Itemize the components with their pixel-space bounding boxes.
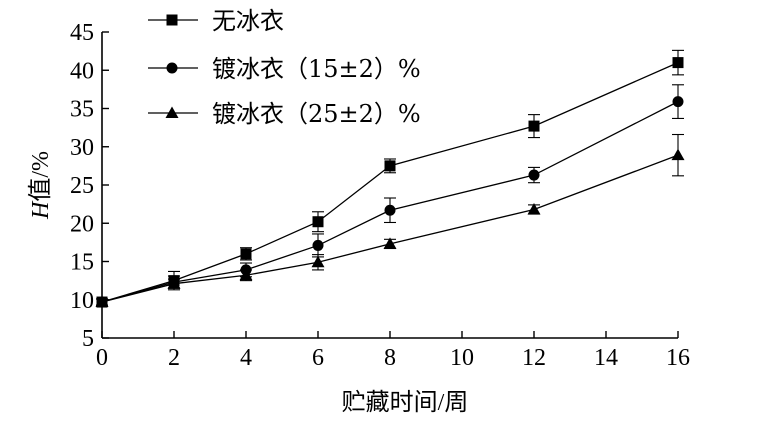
series-square [96,49,684,308]
data-point [528,169,540,181]
legend-label: 镀冰衣（25±2）% [212,100,421,128]
ticks: 5 10 15 20 25 30 35 40 45 0 2 4 6 8 10 12 14 16 [70,20,690,371]
legend-marker-square-icon [166,14,178,26]
y-axis-title: H值/% [27,151,54,220]
data-point [383,237,397,249]
x-tick-label: 6 [312,345,324,371]
data-point [384,160,396,172]
y-tick-label: 5 [82,326,94,352]
data-point [311,255,325,268]
legend-label: 无冰衣 [212,7,284,35]
legend-item: 镀冰衣（25±2）% [148,100,421,128]
legend-item: 无冰衣 [148,7,284,35]
x-tick-label: 2 [168,345,180,371]
x-tick-label: 16 [666,345,690,371]
data-point [239,268,253,281]
legend-item: 镀冰衣（15±2）% [148,55,421,83]
data-point [95,295,109,308]
data-point [671,148,685,161]
data-point [240,248,252,260]
y-tick-label: 10 [70,288,94,314]
data-point [527,202,541,215]
series-line [101,62,679,303]
series-triangle [95,133,685,308]
x-axis-title: 贮藏时间/周 [342,389,469,416]
series-layer [95,49,685,308]
y-axis-title-italic: H [28,200,54,220]
data-point [528,120,540,132]
data-point [312,239,324,251]
data-point [672,57,684,69]
y-tick-label: 40 [70,58,94,84]
data-point [384,204,396,216]
legend-marker-circle-icon [166,62,178,74]
x-tick-label: 14 [594,345,618,371]
x-tick-label: 0 [96,345,108,371]
y-tick-label: 15 [70,250,94,276]
x-tick-label: 10 [450,345,474,371]
x-tick-label: 8 [384,345,396,371]
y-tick-label: 35 [70,97,94,123]
legend-label: 镀冰衣（15±2）% [212,55,421,83]
y-tick-label: 45 [70,20,94,46]
legend-marker-triangle-icon [165,106,179,118]
x-tick-label: 4 [240,345,252,371]
x-tick-label: 12 [522,345,546,371]
data-point [167,277,181,289]
data-point [672,96,684,108]
y-tick-label: 20 [70,211,94,237]
data-point [312,216,324,228]
y-tick-label: 25 [70,173,94,199]
y-axis-title-rest: 值/% [27,151,54,202]
y-tick-label: 30 [70,135,94,161]
